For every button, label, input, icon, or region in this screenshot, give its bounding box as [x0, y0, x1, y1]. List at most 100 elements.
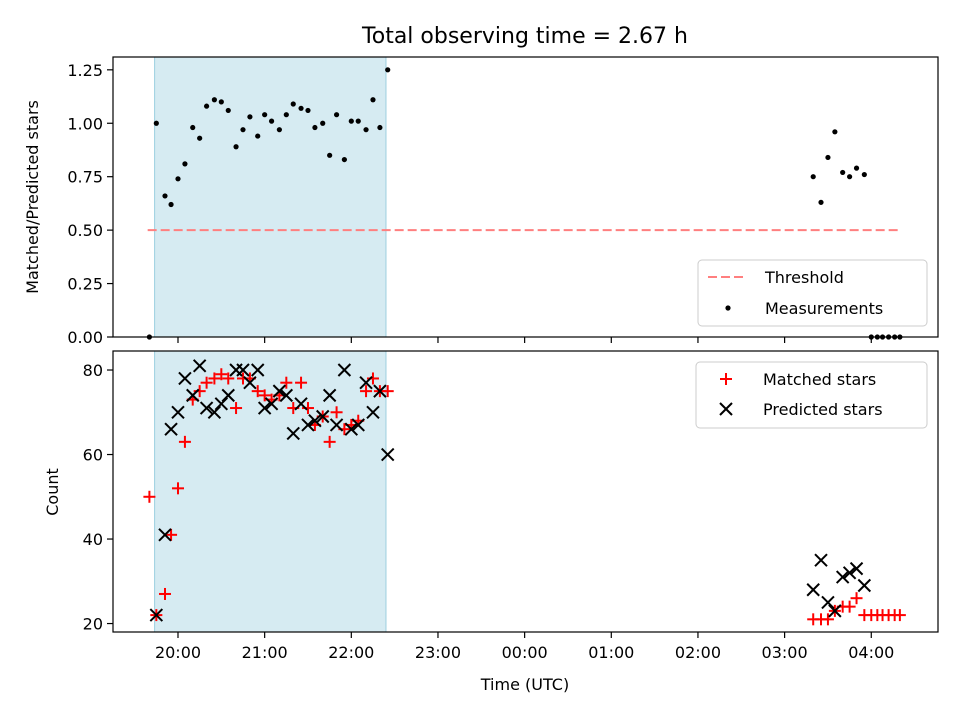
top-ytick-label: 0.25 — [67, 275, 103, 294]
predicted-star-point — [272, 384, 287, 398]
measurement-point — [341, 156, 347, 163]
xtick-label: 21:00 — [242, 643, 288, 662]
predicted-star-point — [257, 401, 272, 415]
matched-stars-points — [143, 368, 906, 626]
bottom-y-axis-label: Count — [43, 468, 62, 516]
measurement-point — [262, 112, 268, 118]
measurement-point — [298, 105, 304, 111]
x-axis-label: Time (UTC) — [480, 675, 569, 694]
measurement-point — [247, 114, 253, 120]
measurement-point — [333, 112, 340, 118]
top-legend: Threshold Measurements — [697, 259, 928, 327]
measurement-point — [190, 124, 196, 131]
top-ytick-label: 1.00 — [67, 114, 103, 133]
predicted-star-point — [149, 608, 164, 622]
bottom-ytick-label: 20 — [83, 615, 103, 634]
measurement-point — [162, 193, 168, 199]
xtick-label: 23:00 — [415, 643, 461, 662]
chart-title: Total observing time = 2.67 h — [361, 24, 688, 49]
top-ytick-label: 0.75 — [67, 168, 103, 187]
matched-star-point — [200, 376, 213, 389]
measurement-point — [377, 124, 383, 131]
measurement-point — [233, 144, 239, 150]
matched-star-point — [893, 609, 906, 622]
bottom-y-axis-ticks: 20 40 60 80 — [83, 361, 113, 634]
measurement-point — [211, 97, 217, 103]
predicted-star-point — [251, 363, 265, 377]
measurement-point — [225, 107, 231, 114]
measurement-point — [255, 133, 261, 139]
matched-star-point — [295, 376, 308, 389]
bottom-ytick-label: 60 — [83, 446, 103, 465]
measurement-point — [203, 103, 210, 109]
top-ytick-label: 1.25 — [67, 61, 103, 80]
predicted-star-point — [337, 363, 352, 377]
top-observing-window-shade — [154, 56, 387, 338]
top-ytick-label: 0.50 — [67, 221, 103, 240]
xtick-label: 01:00 — [588, 643, 634, 662]
measurement-point — [840, 169, 846, 176]
measurement-point — [853, 165, 860, 171]
predicted-star-point — [171, 405, 185, 419]
measurement-point — [363, 127, 369, 133]
matched-star-point — [843, 600, 856, 613]
matched-star-point — [280, 376, 293, 389]
predicted-star-point — [359, 375, 373, 390]
measurement-point — [355, 118, 361, 124]
top-plot-frame — [112, 56, 939, 338]
measurement-point — [153, 120, 159, 126]
predicted-star-point — [221, 388, 235, 403]
predicted-star-point — [849, 561, 864, 576]
predicted-star-point — [842, 566, 857, 580]
predicted-star-point — [301, 418, 315, 432]
measurement-point — [283, 112, 289, 118]
measurement-point — [240, 127, 246, 133]
measurement-point — [327, 152, 333, 158]
predicted-star-point — [322, 388, 337, 403]
top-panel: 0.00 0.25 0.50 0.75 1.00 1.25 Matched/Predict… — [23, 56, 939, 347]
measurement-point — [168, 201, 174, 208]
measurement-point — [320, 120, 326, 126]
predicted-star-point — [164, 422, 178, 436]
measurement-point — [818, 199, 824, 205]
top-y-axis-ticks: 0.00 0.25 0.50 0.75 1.00 1.25 — [67, 61, 113, 347]
measurement-point — [810, 174, 816, 180]
xtick-label: 03:00 — [762, 643, 808, 662]
matched-star-point — [330, 406, 343, 419]
predicted-star-point — [316, 409, 330, 424]
matched-star-point — [360, 385, 373, 398]
predicted-star-point — [835, 570, 850, 584]
measurement-point — [312, 124, 318, 131]
bottom-legend: Matched stars Predicted stars — [695, 361, 928, 429]
measurement-point — [182, 161, 188, 167]
measurement-point — [825, 154, 831, 161]
top-x-axis-ticks — [177, 337, 872, 343]
predicted-star-point — [286, 426, 300, 441]
predicted-star-point — [806, 583, 820, 597]
matched-star-point — [208, 372, 221, 385]
matched-star-point — [143, 490, 156, 503]
matched-star-point — [158, 587, 171, 600]
matched-star-point — [171, 482, 184, 495]
matched-star-point — [222, 372, 235, 385]
predicted-star-point — [236, 363, 250, 377]
measurement-point — [197, 135, 203, 141]
predicted-star-point — [207, 405, 222, 419]
matched-star-point — [251, 385, 264, 398]
matched-star-point — [230, 402, 243, 415]
bottom-ytick-label: 40 — [83, 530, 103, 549]
legend-predicted-swatch — [719, 402, 733, 416]
bottom-plot-frame — [112, 350, 939, 633]
legend-measurements-swatch — [725, 305, 731, 311]
xtick-label: 04:00 — [848, 643, 894, 662]
predicted-star-point — [178, 371, 192, 386]
matched-star-point — [381, 385, 394, 398]
measurement-point — [385, 67, 391, 73]
predicted-star-point — [199, 401, 214, 415]
predicted-star-point — [158, 528, 172, 542]
bottom-ytick-label: 80 — [83, 361, 103, 380]
predicted-star-point — [351, 418, 365, 432]
predicted-star-point — [308, 414, 322, 428]
